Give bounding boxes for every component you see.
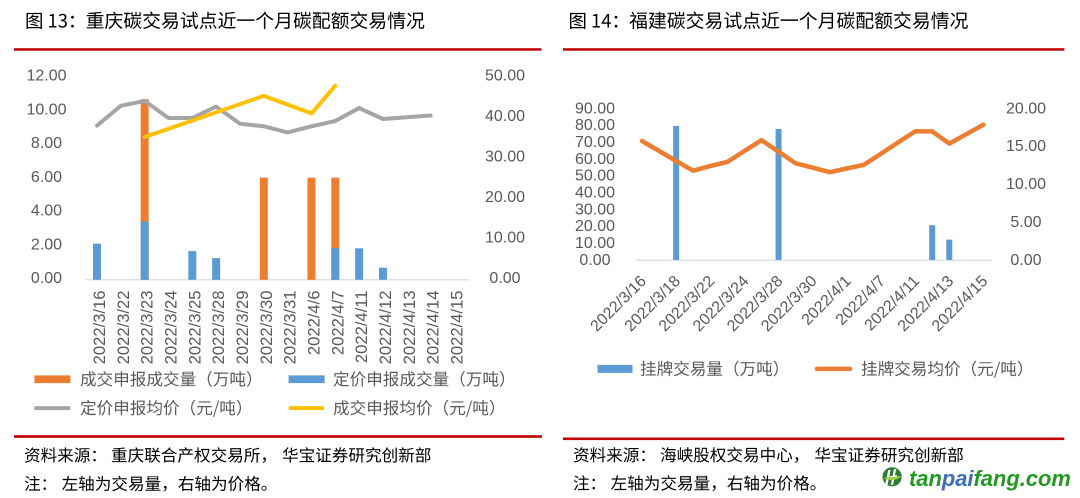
svg-text:4.00: 4.00 — [31, 203, 62, 220]
svg-text:30.00: 30.00 — [485, 149, 525, 166]
svg-text:2022/3/28: 2022/3/28 — [209, 291, 228, 365]
svg-text:80.00: 80.00 — [575, 117, 615, 134]
svg-text:2.00: 2.00 — [31, 236, 62, 253]
svg-text:0.00: 0.00 — [1010, 252, 1041, 269]
svg-text:50.00: 50.00 — [485, 68, 525, 85]
svg-text:2022/3/24: 2022/3/24 — [162, 291, 181, 365]
svg-text:2022/3/31: 2022/3/31 — [281, 291, 300, 365]
svg-text:40.00: 40.00 — [575, 185, 615, 202]
svg-text:2022/3/30: 2022/3/30 — [257, 291, 276, 365]
svg-text:0.00: 0.00 — [31, 270, 62, 287]
svg-text:10.00: 10.00 — [26, 101, 66, 118]
svg-text:10.00: 10.00 — [485, 230, 525, 247]
svg-text:2022/3/25: 2022/3/25 — [185, 291, 204, 365]
svg-text:2022/3/22: 2022/3/22 — [114, 291, 133, 365]
svg-text:12.00: 12.00 — [26, 68, 66, 85]
svg-text:2022/4/6: 2022/4/6 — [305, 291, 324, 356]
svg-text:2022/4/12: 2022/4/12 — [376, 291, 395, 365]
svg-text:2022/3/23: 2022/3/23 — [138, 291, 157, 365]
svg-text:2022/4/14: 2022/4/14 — [424, 290, 443, 364]
svg-text:2022/3/29: 2022/3/29 — [233, 291, 252, 365]
svg-text:10.00: 10.00 — [575, 235, 615, 252]
svg-text:0.00: 0.00 — [579, 252, 610, 269]
svg-text:tanpaifang.com: tanpaifang.com — [909, 466, 1071, 491]
svg-text:2022/3/16: 2022/3/16 — [90, 291, 109, 365]
svg-text:30.00: 30.00 — [575, 201, 615, 218]
svg-text:40.00: 40.00 — [485, 108, 525, 125]
svg-text:15.00: 15.00 — [1006, 138, 1046, 155]
svg-text:5.00: 5.00 — [1010, 214, 1041, 231]
svg-text:90.00: 90.00 — [575, 100, 615, 117]
svg-text:2022/4/13: 2022/4/13 — [400, 291, 419, 365]
svg-text:10.00: 10.00 — [1006, 176, 1046, 193]
svg-text:50.00: 50.00 — [575, 168, 615, 185]
svg-text:2022/4/7: 2022/4/7 — [328, 291, 347, 356]
svg-text:2022/4/15: 2022/4/15 — [447, 291, 466, 365]
svg-text:20.00: 20.00 — [575, 218, 615, 235]
svg-text:2022/4/11: 2022/4/11 — [352, 291, 371, 364]
svg-text:60.00: 60.00 — [575, 151, 615, 168]
svg-text:0.00: 0.00 — [489, 270, 520, 287]
svg-text:6.00: 6.00 — [31, 169, 62, 186]
svg-text:20.00: 20.00 — [485, 189, 525, 206]
svg-text:70.00: 70.00 — [575, 134, 615, 151]
svg-text:8.00: 8.00 — [31, 135, 62, 152]
svg-text:20.00: 20.00 — [1006, 100, 1046, 117]
